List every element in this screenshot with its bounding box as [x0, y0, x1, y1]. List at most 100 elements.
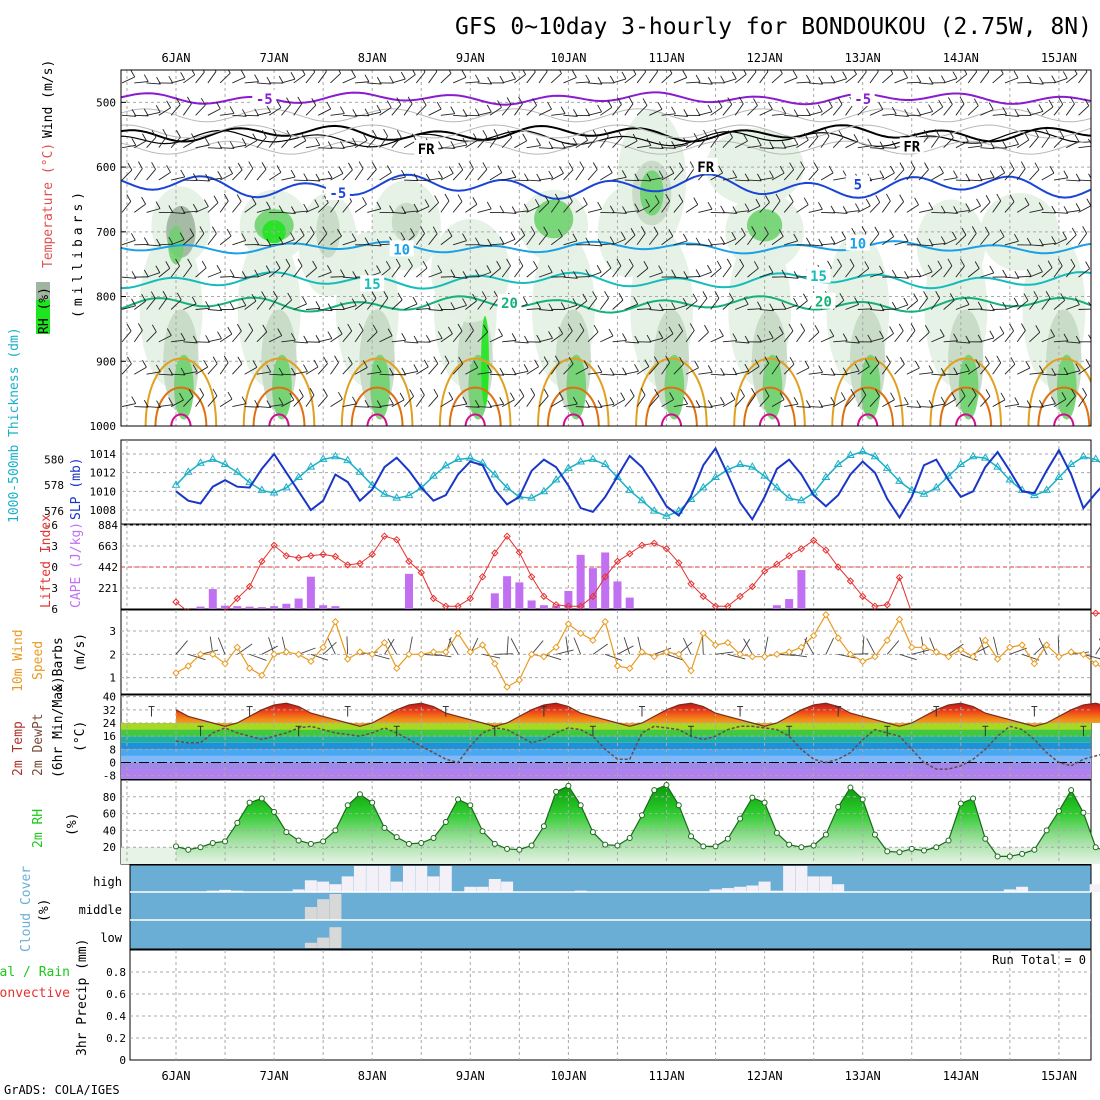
wind-barb-flag	[620, 392, 626, 400]
thickness-point	[183, 467, 193, 475]
wind10m-barb	[448, 638, 459, 655]
wind-barb-flag	[462, 233, 467, 241]
wind-barb-flag	[376, 364, 382, 373]
cape-bar	[576, 554, 585, 609]
wind10m-barb	[617, 645, 634, 655]
wind-barb-flag	[582, 293, 588, 302]
wind-barb-flag	[536, 138, 541, 146]
thickness-point	[367, 480, 377, 488]
lifted-index-point	[172, 598, 180, 606]
wind-barb-flag	[644, 70, 647, 73]
wind-barb	[698, 371, 713, 375]
wind-barb	[428, 338, 443, 343]
wind-barb	[845, 395, 856, 407]
wind-barb	[955, 370, 970, 375]
wind-barb	[182, 103, 192, 116]
wind-barb	[195, 394, 205, 407]
wind-barb-flag	[448, 70, 452, 74]
wind-barb	[796, 139, 809, 149]
wind-barb	[293, 396, 304, 407]
wind-barb	[244, 330, 254, 343]
pressure-tick-label: 900	[96, 355, 116, 368]
wind-barb	[305, 267, 317, 278]
wind-barb	[587, 208, 602, 213]
wind-barb-flag	[720, 75, 726, 84]
wind-barb	[465, 406, 480, 408]
wind-barb-flag	[432, 226, 438, 234]
wind-barb	[514, 341, 529, 344]
wind-barb	[784, 144, 798, 149]
rh-point	[994, 853, 1001, 860]
wind-barb-flag	[975, 70, 978, 73]
temperature-band	[121, 736, 1091, 743]
wind-barb-flag	[351, 70, 356, 78]
wind-barb-flag	[793, 137, 799, 145]
wind-barb-flag	[297, 258, 303, 267]
wind-barb-flag	[572, 233, 578, 241]
wind-barb	[342, 240, 357, 246]
rh-point	[516, 846, 523, 853]
thickness-point	[576, 456, 586, 465]
wind-barb	[1078, 233, 1087, 246]
wind-barb	[968, 179, 983, 182]
wind-barb	[281, 78, 296, 84]
wind-barb	[808, 82, 823, 85]
wind-barb	[514, 395, 525, 407]
wind-barb	[686, 406, 701, 408]
wind10m-label: 10m Wind	[11, 629, 26, 692]
contour-label: FR	[418, 142, 435, 158]
date-label-bottom: 11JAN	[648, 1069, 684, 1083]
wind-barb-flag	[878, 102, 884, 110]
wind-barb-flag	[409, 389, 415, 397]
wind-barb	[416, 308, 431, 310]
wind10m-barb	[217, 637, 226, 655]
wind-barb-flag	[988, 102, 994, 110]
wind-speed-point	[343, 655, 352, 663]
wind-barb-flag	[141, 196, 146, 205]
wind-barb-flag	[397, 292, 403, 301]
wind10m-barb	[384, 638, 395, 655]
rh-point	[455, 796, 462, 803]
wind-barb	[600, 106, 613, 116]
wind-barb	[440, 276, 455, 278]
wind-barb	[919, 208, 933, 213]
wind-barb	[170, 239, 185, 246]
wind-barb-flag	[806, 108, 811, 116]
wind-speed-point	[184, 662, 192, 670]
wind-barb	[771, 333, 784, 343]
wind-barb	[587, 82, 603, 85]
wind-barb-flag	[191, 70, 196, 76]
wind-barb-flag	[299, 228, 305, 236]
contour-label-bg	[252, 90, 277, 107]
wind-barb	[281, 339, 296, 343]
wind-barb-flag	[947, 258, 953, 267]
wind-speed-point	[515, 676, 524, 684]
rh-shade-region	[746, 209, 783, 242]
wind-barb-flag	[596, 265, 602, 273]
temperature-line	[175, 702, 1100, 727]
cloud-bar	[390, 881, 403, 892]
wind-barb-flag	[326, 265, 332, 273]
temp-tick-label: 24	[103, 717, 117, 730]
wind-barb	[649, 177, 664, 181]
wind-barb	[771, 399, 785, 407]
rh-legend-swatch-green	[36, 300, 50, 334]
wind-barb	[354, 367, 368, 375]
thickness-point	[625, 485, 635, 493]
wind-barb	[330, 333, 343, 343]
wind10m-barb	[739, 638, 751, 655]
wind-barb-flag	[678, 323, 684, 332]
wind-barb	[931, 106, 943, 116]
wind-barb	[281, 176, 296, 181]
wind-barb	[318, 309, 333, 312]
wind-barb-flag	[732, 170, 738, 178]
wind-barb-flag	[251, 196, 257, 205]
cloud-bar	[439, 866, 452, 892]
wind-barb-flag	[180, 332, 186, 341]
wind-barb-flag	[506, 97, 512, 105]
wind-barb	[281, 265, 291, 278]
wind-barb-flag	[352, 396, 357, 405]
wind-barb	[624, 74, 637, 84]
wind-barb	[771, 200, 781, 213]
wind-barb	[305, 71, 316, 84]
